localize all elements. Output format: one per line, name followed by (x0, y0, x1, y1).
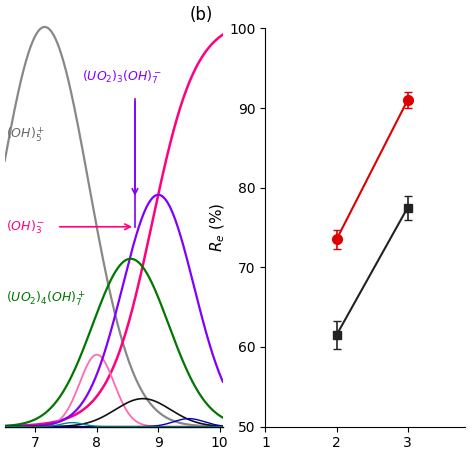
Text: $(OH)_5^+$: $(OH)_5^+$ (6, 126, 45, 144)
Text: $(UO_2)_3(OH)_7^-$: $(UO_2)_3(OH)_7^-$ (82, 68, 162, 86)
Y-axis label: $R_e$ (%): $R_e$ (%) (208, 203, 227, 252)
Text: $(UO_2)_4(OH)_7^+$: $(UO_2)_4(OH)_7^+$ (6, 289, 86, 308)
Text: (b): (b) (190, 7, 213, 25)
Text: $(OH)_3^-$: $(OH)_3^-$ (6, 218, 45, 236)
